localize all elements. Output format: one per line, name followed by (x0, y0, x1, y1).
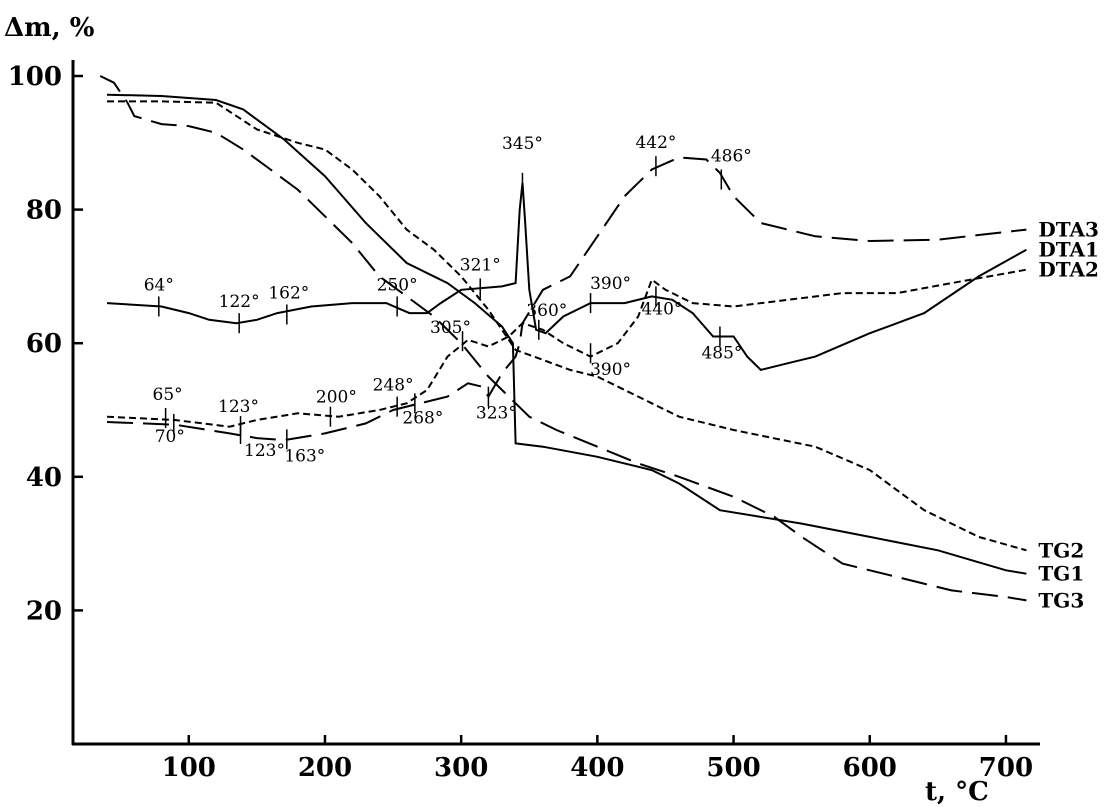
annotation-label: 123° (218, 397, 259, 417)
series-label-dta1: DTA1 (1038, 238, 1099, 262)
annotation-label: 360° (526, 301, 567, 321)
x-tick-label: 300 (434, 753, 488, 783)
annotation-label: 485° (701, 344, 742, 364)
annotation-label: 200° (316, 388, 357, 408)
curve-group (99, 75, 1027, 602)
annotation-label: 163° (284, 446, 325, 466)
series-label-dta3: DTA3 (1038, 218, 1099, 242)
x-tick-label: 100 (162, 753, 216, 783)
series-line-tg2 (107, 100, 1027, 552)
series-line-tg1 (106, 93, 1027, 575)
tick-group: 100 200 300 400 500 600 700 20 40 60 80 100 (8, 62, 1033, 783)
y-tick-label: 100 (8, 62, 62, 92)
annotation-label: 162° (268, 283, 309, 303)
x-tick-label: 600 (843, 753, 897, 783)
y-tick-label: 40 (26, 463, 62, 493)
series-line-dta2 (106, 268, 1027, 428)
annotation-label: 250° (377, 275, 418, 295)
series-line-dta3 (106, 156, 1027, 442)
annotation-label: 486° (711, 147, 752, 167)
annotation-label: 390° (590, 274, 631, 294)
annotation-label: 390° (590, 360, 631, 380)
annotation-label: 440° (641, 299, 682, 319)
annotation-label: 268° (402, 408, 443, 428)
series-label-tg3: TG3 (1038, 588, 1084, 612)
axes (71, 60, 1040, 746)
y-tick-label: 80 (26, 196, 62, 226)
annotation-label: 248° (373, 376, 414, 396)
annotation-label: 65° (153, 385, 183, 405)
annotation-label: 442° (635, 133, 676, 153)
annotation-label: 122° (219, 292, 260, 312)
y-tick-label: 60 (26, 329, 62, 359)
series-line-tg3 (99, 75, 1027, 602)
series-line-dta1 (106, 182, 1027, 372)
x-tick-label: 700 (979, 753, 1033, 783)
annotation-label: 64° (144, 275, 174, 295)
annotation-label: 323° (476, 404, 517, 424)
marker-group (158, 156, 723, 450)
annotation-label: 123° (244, 441, 285, 461)
x-tick-label: 200 (298, 753, 352, 783)
series-label-dta2: DTA2 (1038, 258, 1099, 282)
annotation-label: 70° (155, 427, 185, 447)
annotation-group: 64° 122° 162° 250° 321° 345° 360° 390° 440° 442° 4… (144, 133, 752, 466)
x-tick-label: 400 (570, 753, 624, 783)
x-axis-title: t, °C (925, 777, 989, 807)
y-tick-label: 20 (26, 596, 62, 626)
annotation-label: 305° (430, 318, 471, 338)
series-label-tg2: TG2 (1038, 538, 1084, 562)
series-label-tg1: TG1 (1038, 562, 1084, 586)
y-axis-title: Δm, % (4, 13, 95, 43)
x-tick-label: 500 (706, 753, 760, 783)
annotation-label: 345° (502, 134, 543, 154)
annotation-label: 321° (460, 255, 501, 275)
